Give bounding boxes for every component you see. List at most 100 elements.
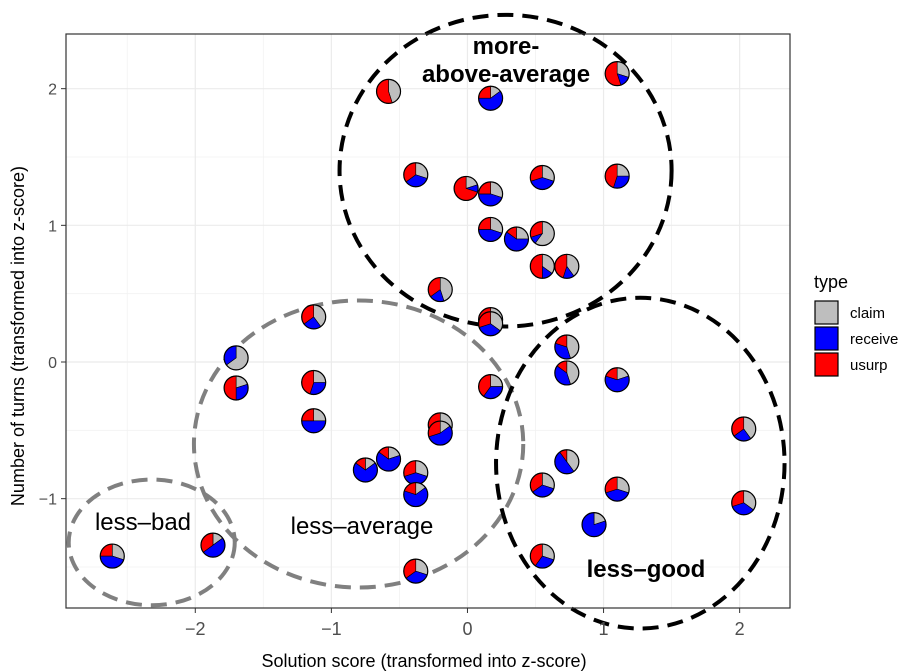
pie-outline [529,472,555,498]
pie-point [301,408,327,434]
legend: type claim receive usurp [814,272,898,377]
pie-outline [403,162,429,188]
region-ellipse [494,295,787,631]
pie-point [731,490,757,516]
pie-point [223,345,249,371]
axes: −2 −1 0 1 2 −1 0 1 2 [39,82,745,639]
pie-point [200,532,226,558]
pie-point [604,61,630,87]
pie-point [554,360,580,386]
region-label: less–good [587,556,706,583]
pie-outline [529,543,555,569]
region-ellipse [66,477,237,608]
pie-point [478,181,504,207]
pie-outline [604,367,630,393]
legend-label-claim: claim [850,305,885,322]
pie-point [403,162,429,188]
legend-label-usurp: usurp [850,357,888,374]
pie-point [529,253,555,279]
pie-outline [604,61,630,87]
pie-points [99,61,757,584]
region-ellipse [337,12,674,329]
pie-point [731,416,757,442]
pie-point [375,446,402,472]
pie-outline [731,416,757,442]
x-tick-label: −2 [185,619,206,639]
x-tick-label: −1 [321,619,342,639]
x-tick-label: 0 [462,619,472,639]
pie-outline [301,369,327,396]
pie-point [427,420,453,446]
pie-outline [375,446,402,472]
pie-point [99,543,125,569]
pie-outline [478,85,504,111]
region-label: above-average [422,61,590,88]
region-label: more- [473,33,540,60]
pie-point [478,216,504,243]
region-label: less–average [291,513,434,540]
pie-outline [554,449,580,475]
pie-outline [529,164,555,191]
pie-outline [403,481,429,508]
x-axis-title: Solution score (transformed into z-score… [261,651,586,671]
pie-point [529,472,555,498]
pie-point [604,367,630,393]
pie-outline [478,374,504,400]
region-label: less–bad [95,509,191,536]
pie-outline [427,420,453,446]
pie-point [375,78,402,105]
y-tick-label: −1 [39,492,57,509]
pie-point [478,374,504,400]
pie-outline [554,253,580,279]
pie-point [604,163,630,189]
region-ellipse [191,298,526,590]
pie-outline [301,304,327,330]
y-axis-title: Number of turns (transformed into z-scor… [8,166,28,506]
pie-outline [223,375,249,401]
pie-point [301,369,327,396]
pie-outline [581,512,607,538]
legend-title: type [814,272,848,292]
pie-point [223,375,249,401]
pie-point [581,512,607,538]
region-labels: more-above-average less–average less–bad le… [95,33,705,583]
pie-point [301,304,327,330]
pie-point [554,253,580,279]
pie-point [529,164,555,191]
plot-panel-border [65,33,791,609]
pie-outline [478,181,504,207]
pie-outline [200,532,226,558]
legend-swatch-claim [814,300,839,325]
y-tick-label: 1 [48,218,57,235]
legend-label-receive: receive [850,331,898,348]
pie-point [554,449,580,475]
y-tick-label: 2 [48,82,57,99]
pie-outline [478,311,504,337]
x-tick-label: 1 [599,619,609,639]
pie-point [403,460,429,486]
pie-point [403,481,429,508]
pie-point [554,334,580,360]
legend-swatch-usurp [814,352,839,377]
pie-point [503,226,530,252]
pie-outline [554,334,580,360]
x-tick-label: 2 [735,619,745,639]
pie-point [529,543,555,569]
pie-outline [604,163,630,189]
pie-outline [301,408,327,434]
pie-outline [478,216,504,243]
pie-point [453,175,479,202]
pie-outline [427,276,453,303]
pie-outline [223,345,249,371]
pie-point [352,457,378,483]
pie-outline [99,543,125,569]
pie-outline [453,175,479,202]
pie-outline [352,457,378,483]
y-tick-label: 0 [48,355,57,372]
legend-swatch-receive [814,326,839,351]
pie-point [478,85,504,111]
pie-point [478,311,504,337]
pie-point [403,558,429,584]
